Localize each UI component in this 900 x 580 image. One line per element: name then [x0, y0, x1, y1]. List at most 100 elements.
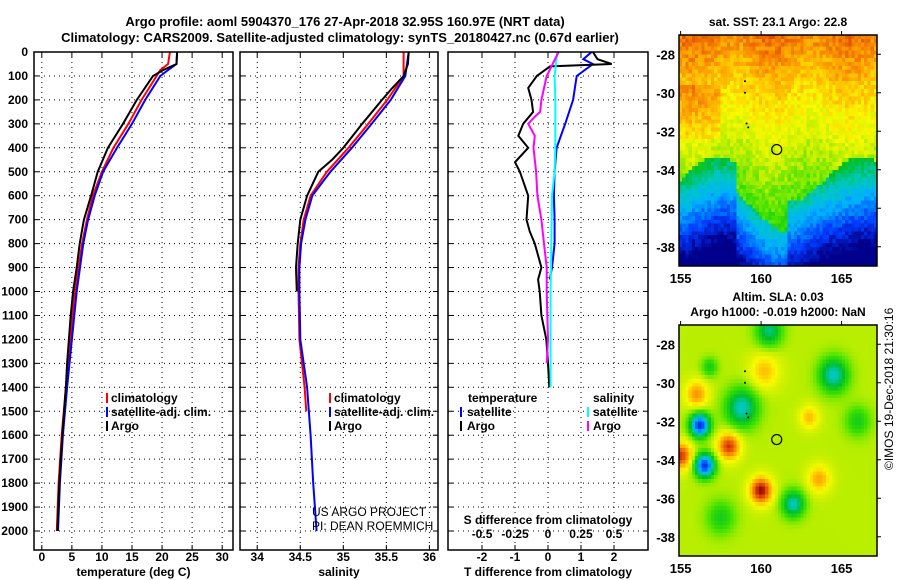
- legend-swatch: [460, 421, 462, 431]
- legend-label: satellite-adj. clim.: [334, 405, 434, 419]
- x-tick-label: 20: [155, 550, 169, 564]
- lat-tick-label: -34: [656, 163, 676, 178]
- legend-swatch: [106, 407, 108, 417]
- copyright-timestamp: ©IMOS 19-Dec-2018 21:30:16: [882, 307, 896, 470]
- x-tick-label: -2: [477, 550, 488, 564]
- lat-tick-label: -36: [656, 491, 675, 506]
- x-axis-label: salinity: [318, 565, 360, 579]
- x-tick-label: 2: [611, 550, 618, 564]
- legend-header-salinity: salinity: [593, 391, 635, 405]
- y-tick-label: 1800: [1, 476, 28, 490]
- legend-header-temperature: temperature: [468, 391, 538, 405]
- sst-heatmap: [679, 35, 877, 266]
- y-tick-label: 1300: [1, 356, 28, 370]
- y-tick-label: 1200: [1, 332, 28, 346]
- y-tick-label: 100: [8, 69, 28, 83]
- pi-label: PI: DEAN ROEMMICH: [312, 519, 433, 533]
- legend-label: Argo: [111, 419, 139, 433]
- legend-label: Argo: [467, 419, 495, 433]
- lat-tick-label: -32: [656, 124, 675, 139]
- legend-label: satellite: [467, 405, 512, 419]
- x-tick-label: 30: [215, 550, 229, 564]
- sla-map-title: Altim. SLA: 0.03: [732, 290, 824, 304]
- x-tick-label: 10: [95, 550, 109, 564]
- plot-frame: [239, 51, 439, 551]
- lat-tick-label: -38: [656, 530, 675, 545]
- legend-swatch: [329, 421, 331, 431]
- lon-tick-label: 160: [750, 561, 772, 576]
- s-tick-label: -0.5: [472, 527, 493, 541]
- y-tick-label: 900: [8, 261, 28, 275]
- lat-tick-label: -30: [656, 86, 675, 101]
- series-climatology: [297, 52, 405, 412]
- legend-label: satellite-adj. clim.: [111, 405, 211, 419]
- figure-title-line2: Climatology: CARS2009. Satellite-adjuste…: [61, 30, 619, 45]
- y-tick-label: 200: [8, 93, 28, 107]
- x-tick-label: 1: [578, 550, 585, 564]
- legend-swatch: [587, 407, 589, 417]
- y-tick-label: 1900: [1, 500, 28, 514]
- lat-tick-label: -30: [656, 376, 675, 391]
- series-salinity-satellite: [549, 51, 559, 388]
- y-tick-label: 1400: [1, 380, 28, 394]
- lon-tick-label: 165: [831, 561, 853, 576]
- x-tick-label: 35: [337, 550, 351, 564]
- series-temperature-satellite: [548, 51, 595, 280]
- lat-tick-label: -28: [656, 337, 675, 352]
- sla-map-axes: 155 160 165 -28 -30 -32 -34 -36 -38: [656, 337, 852, 576]
- lat-tick-label: -28: [656, 47, 675, 62]
- x-tick-label: 35.5: [375, 550, 399, 564]
- legend-label: Argo: [593, 419, 621, 433]
- legend-label: climatology: [334, 391, 401, 405]
- sla-heatmap: [679, 325, 877, 556]
- difference-panel: -2 -1 0 1 2 -0.5 -0.25 0 0.25 0.5S difference fro…: [447, 51, 649, 579]
- x-tick-label: 0: [38, 550, 45, 564]
- salinity-panel: 34 34.5 35 35.5 36 salinity climatologysatelli…: [239, 51, 439, 579]
- x-tick-label: 34: [251, 550, 265, 564]
- series-salinity-argo: [526, 51, 560, 364]
- legend-label: climatology: [111, 391, 178, 405]
- y-tick-label: 500: [8, 165, 28, 179]
- legend-swatch: [106, 421, 108, 431]
- lon-tick-label: 155: [670, 561, 692, 576]
- project-label: US ARGO PROJECT: [312, 505, 427, 519]
- x-tick-label: 5: [69, 550, 76, 564]
- y-tick-label: 400: [8, 141, 28, 155]
- y-tick-label: 1600: [1, 428, 28, 442]
- sla-map-subtitle: Argo h1000: -0.019 h2000: NaN: [690, 305, 865, 319]
- y-tick-label: 600: [8, 189, 28, 203]
- legend-swatch: [106, 393, 108, 403]
- x-tick-label: 36: [423, 550, 437, 564]
- legend-label: Argo: [334, 419, 362, 433]
- x-axis-label: T difference from climatology: [464, 565, 632, 579]
- y-tick-label: 300: [8, 117, 28, 131]
- legend-swatch: [329, 407, 331, 417]
- legend-swatch: [460, 407, 462, 417]
- x-tick-label: 0: [545, 550, 552, 564]
- x-tick-label: -1: [510, 550, 521, 564]
- lon-tick-label: 160: [750, 271, 772, 286]
- y-tick-label: 800: [8, 237, 28, 251]
- plot-frame: [33, 51, 234, 551]
- legend-swatch: [329, 393, 331, 403]
- lat-tick-label: -34: [656, 453, 676, 468]
- y-tick-label: 1700: [1, 452, 28, 466]
- series-satellite-adj-clim-: [298, 51, 410, 532]
- series-argo: [294, 51, 410, 292]
- s-tick-label: 0: [545, 527, 552, 541]
- y-tick-label: 1000: [1, 285, 28, 299]
- lat-tick-label: -32: [656, 414, 675, 429]
- figure-title-line1: Argo profile: aoml 5904370_176 27-Apr-20…: [125, 14, 564, 29]
- temperature-panel: 0 5 10 15 20 25 300100200300400500600700800900…: [1, 45, 234, 579]
- s-tick-label: -0.25: [501, 527, 529, 541]
- lat-tick-label: -38: [656, 240, 675, 255]
- y-tick-label: 1500: [1, 404, 28, 418]
- x-tick-label: 34.5: [289, 550, 313, 564]
- legend-label: satellite: [593, 405, 638, 419]
- lat-tick-label: -36: [656, 201, 675, 216]
- plot-frame: [447, 51, 649, 551]
- x-tick-label: 15: [125, 550, 139, 564]
- sst-map-title: sat. SST: 23.1 Argo: 22.8: [709, 15, 848, 29]
- y-tick-label: 2000: [1, 524, 28, 538]
